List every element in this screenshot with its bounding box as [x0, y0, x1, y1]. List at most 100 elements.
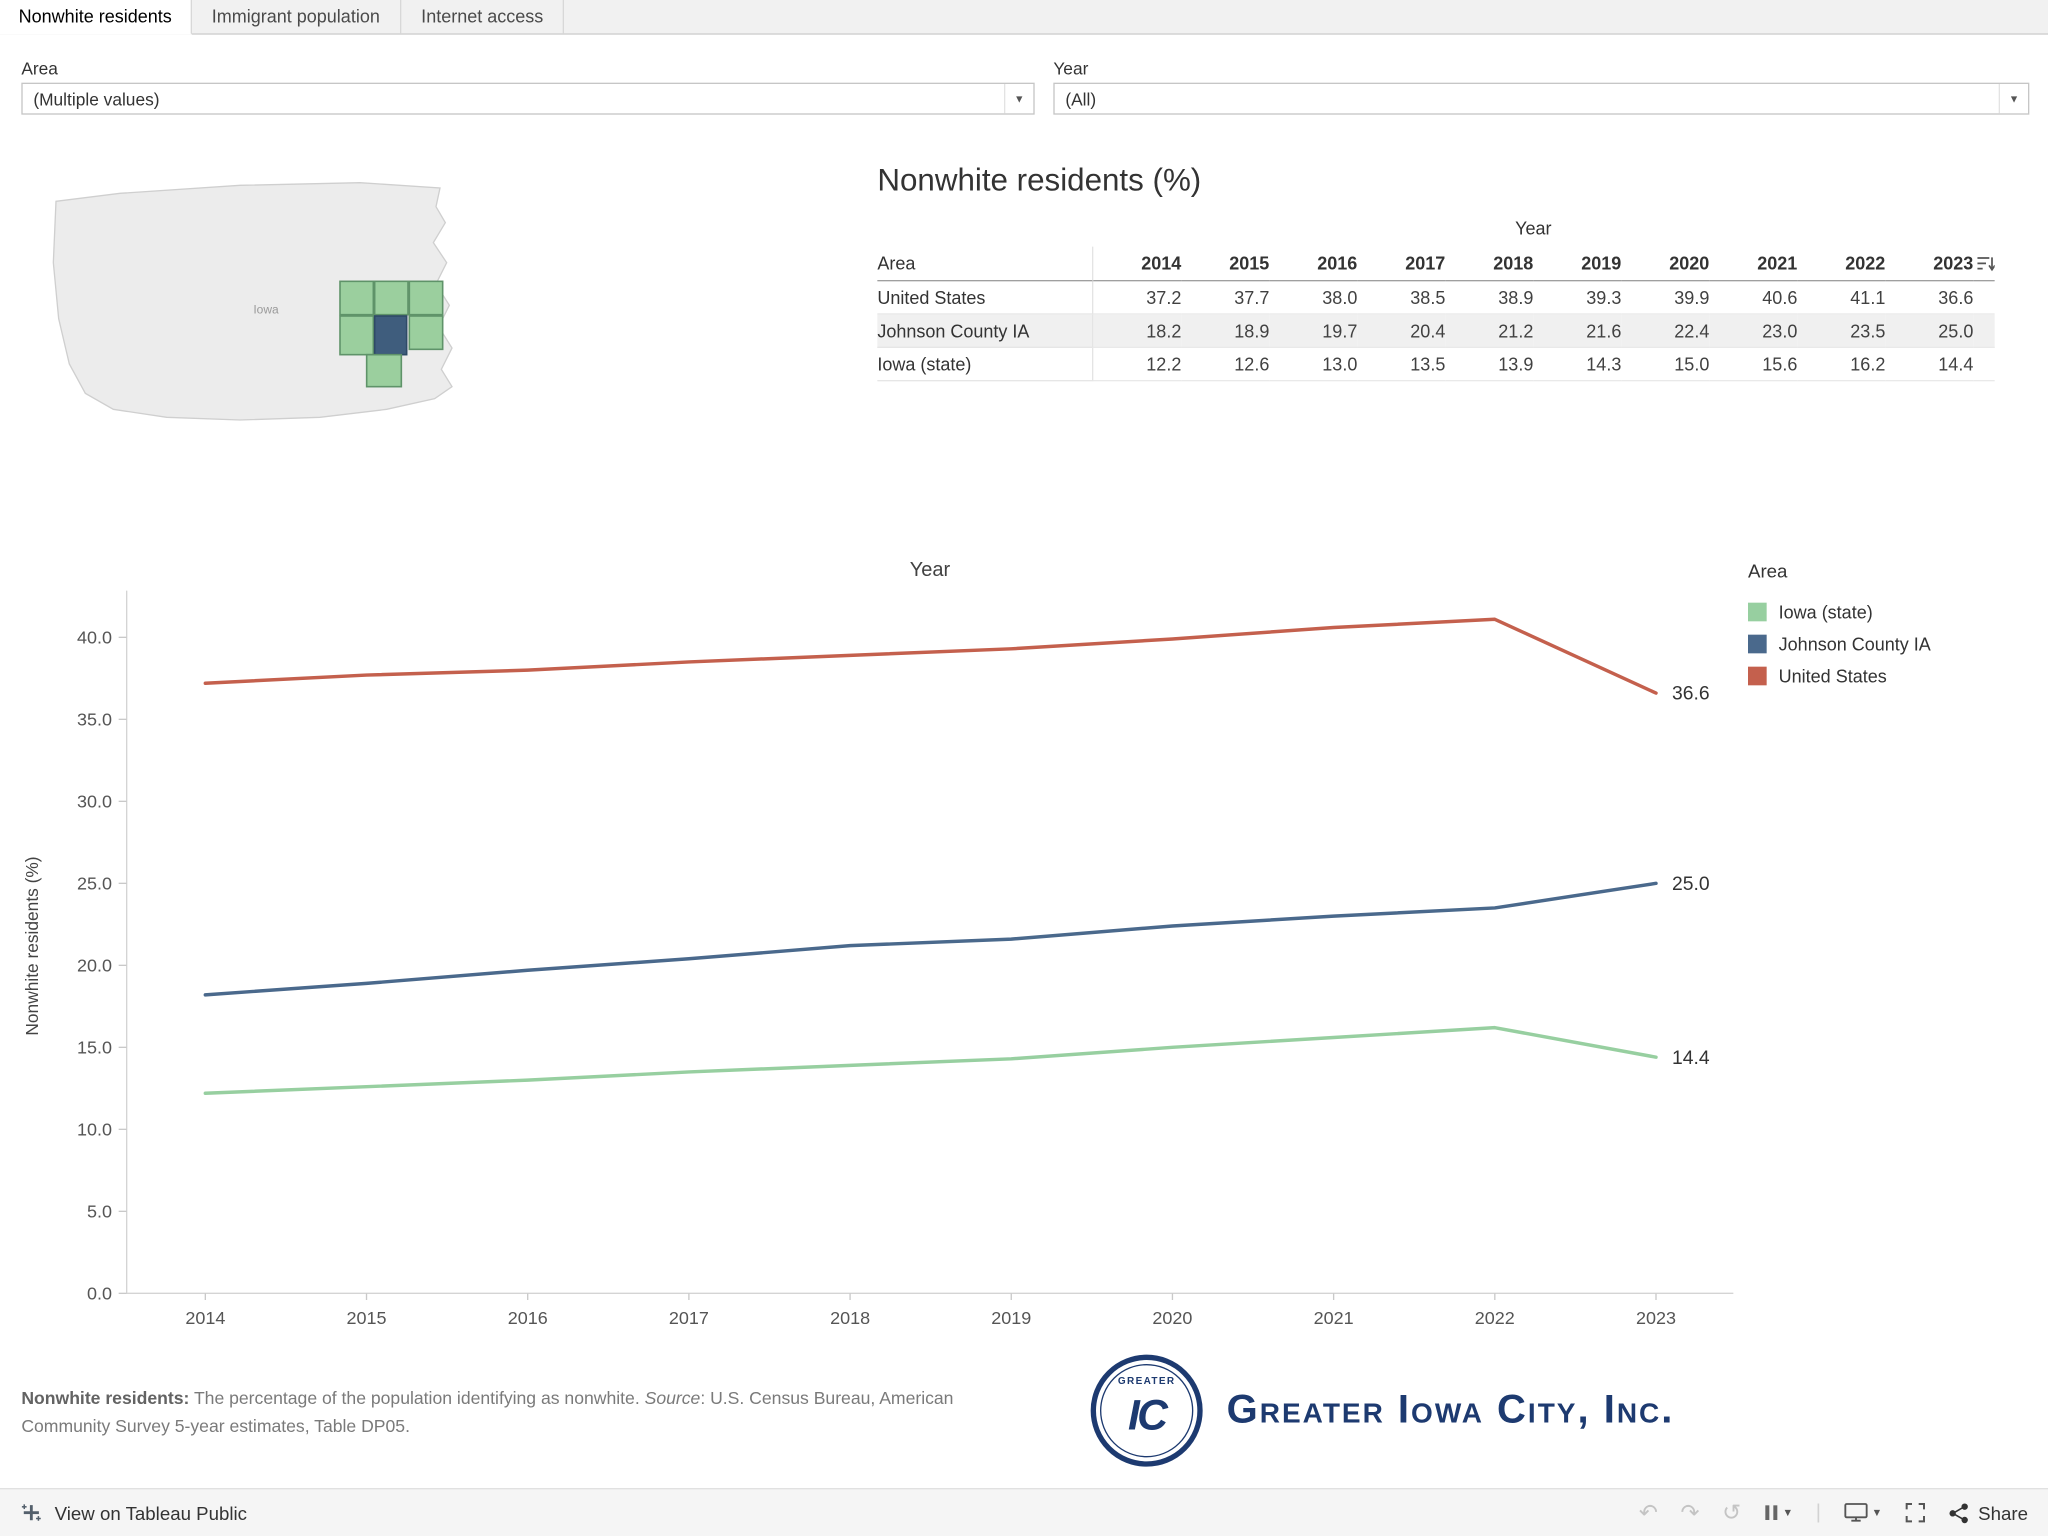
table-year-header-2019[interactable]: 2019 — [1533, 247, 1622, 282]
legend-item-iowa-state-[interactable]: Iowa (state) — [1747, 596, 2035, 628]
legend-label: Iowa (state) — [1778, 601, 1873, 622]
table-area-header: Area — [877, 246, 1094, 282]
table-year-header-2015[interactable]: 2015 — [1181, 247, 1270, 282]
table-value-cell[interactable]: 12.2 — [1093, 348, 1182, 382]
table-value-cell[interactable]: 18.2 — [1093, 314, 1182, 348]
table-value-cell[interactable]: 14.3 — [1533, 348, 1622, 382]
table-value-cell[interactable]: 38.5 — [1357, 281, 1446, 315]
county-mark-johnson-selected[interactable] — [373, 315, 408, 356]
iowa-state-map: Iowa — [52, 181, 453, 421]
table-value-cell[interactable]: 39.9 — [1621, 281, 1710, 315]
table-value-cell[interactable]: 22.4 — [1621, 314, 1710, 348]
table-value-cell[interactable]: 19.7 — [1269, 314, 1358, 348]
county-mark[interactable] — [408, 280, 444, 316]
county-mark[interactable] — [339, 315, 375, 356]
table-header-spacer — [1973, 213, 1994, 246]
table-value-cell[interactable]: 21.2 — [1445, 314, 1534, 348]
table-value-cell[interactable]: 40.6 — [1709, 281, 1798, 315]
table-value-cell[interactable]: 12.6 — [1181, 348, 1270, 382]
table-year-header-2016[interactable]: 2016 — [1269, 247, 1358, 282]
table-value-cell[interactable]: 18.9 — [1181, 314, 1270, 348]
sheet-tab-bar: Nonwhite residents Immigrant population … — [0, 0, 2048, 35]
legend-title: Area — [1747, 559, 1788, 582]
svg-text:30.0: 30.0 — [77, 791, 112, 811]
table-value-cell[interactable]: 13.9 — [1445, 348, 1534, 382]
legend-item-johnson-county-ia[interactable]: Johnson County IA — [1747, 628, 2035, 660]
table-value-cell[interactable]: 23.5 — [1797, 314, 1886, 348]
table-value-cell[interactable]: 37.7 — [1181, 281, 1270, 315]
footnote: Nonwhite residents: The percentage of th… — [21, 1384, 954, 1440]
table-value-cell[interactable]: 20.4 — [1357, 314, 1446, 348]
tableau-toolbar: View on Tableau Public ↶ ↷ ↺ ▼ | ▼ Share — [0, 1487, 2048, 1536]
legend-item-united-states[interactable]: United States — [1747, 660, 2035, 692]
table-value-cell[interactable]: 13.5 — [1357, 348, 1446, 382]
replay-button[interactable]: ↺ — [1722, 1501, 1741, 1524]
table-value-cell[interactable]: 41.1 — [1797, 281, 1886, 315]
redo-icon: ↷ — [1680, 1499, 1700, 1526]
table-value-cell[interactable]: 39.3 — [1533, 281, 1622, 315]
table-value-cell[interactable]: 23.0 — [1709, 314, 1798, 348]
table-row-header[interactable]: United States — [877, 281, 1094, 315]
color-legend: Area Iowa (state) Johnson County IA United… — [1747, 559, 2035, 692]
undo-button[interactable]: ↶ — [1639, 1501, 1658, 1524]
svg-text:40.0: 40.0 — [77, 627, 112, 647]
footnote-definition: The percentage of the population identif… — [189, 1387, 645, 1408]
share-button[interactable]: Share — [1948, 1502, 2028, 1523]
view-on-tableau-public-label: View on Tableau Public — [54, 1501, 248, 1524]
svg-text:20.0: 20.0 — [77, 955, 112, 975]
line-series-johnson-county-ia[interactable] — [203, 881, 1658, 997]
county-mark[interactable] — [365, 353, 403, 388]
svg-text:2015: 2015 — [347, 1308, 387, 1328]
table-year-header-2023[interactable]: 2023 — [1885, 247, 1974, 282]
svg-text:15.0: 15.0 — [77, 1037, 112, 1057]
table-year-header-2017[interactable]: 2017 — [1357, 247, 1446, 282]
year-filter-dropdown[interactable]: (All) ▼ — [1053, 82, 2030, 115]
county-mark[interactable] — [408, 315, 444, 351]
fullscreen-button[interactable] — [1905, 1502, 1925, 1523]
table-year-header-2018[interactable]: 2018 — [1445, 247, 1534, 282]
table-sort-icon[interactable] — [1973, 247, 1995, 282]
chevron-down-icon: ▼ — [1871, 1505, 1883, 1518]
view-on-tableau-public-link[interactable]: View on Tableau Public — [20, 1501, 247, 1524]
redo-button[interactable]: ↷ — [1681, 1501, 1700, 1524]
series-end-label: 36.6 — [1672, 684, 1710, 705]
table-value-cell[interactable]: 38.0 — [1269, 281, 1358, 315]
toolbar-divider: | — [1815, 1501, 1821, 1524]
tab-nonwhite-residents[interactable]: Nonwhite residents — [0, 0, 192, 35]
county-mark[interactable] — [373, 280, 409, 316]
line-series-united-states[interactable] — [203, 617, 1658, 695]
table-value-cell[interactable]: 15.0 — [1621, 348, 1710, 382]
pause-auto-updates-button[interactable]: ▼ — [1764, 1504, 1793, 1521]
logo-company-name: Greater Iowa City, Inc. — [1226, 1387, 1675, 1432]
table-value-cell[interactable]: 13.0 — [1269, 348, 1358, 382]
svg-text:35.0: 35.0 — [77, 709, 112, 729]
county-mark[interactable] — [339, 280, 375, 316]
table-year-header-2021[interactable]: 2021 — [1709, 247, 1798, 282]
table-value-cell[interactable]: 37.2 — [1093, 281, 1182, 315]
table-row-header[interactable]: Johnson County IA — [877, 314, 1094, 348]
table-year-dimension-label: Year — [1515, 217, 1552, 238]
chevron-down-icon: ▼ — [1782, 1505, 1794, 1518]
legend-swatch — [1747, 634, 1767, 654]
table-value-cell[interactable]: 36.6 — [1885, 281, 1974, 315]
table-value-cell[interactable]: 15.6 — [1709, 348, 1798, 382]
tab-immigrant-population[interactable]: Immigrant population — [192, 0, 402, 34]
table-value-cell[interactable]: 38.9 — [1445, 281, 1534, 315]
table-year-header-2022[interactable]: 2022 — [1797, 247, 1886, 282]
legend-label: United States — [1778, 665, 1887, 686]
dropdown-caret-icon[interactable]: ▼ — [1003, 83, 1033, 114]
area-filter-dropdown[interactable]: (Multiple values) ▼ — [21, 82, 1035, 115]
table-row-header[interactable]: Iowa (state) — [877, 347, 1094, 382]
tab-internet-access[interactable]: Internet access — [401, 0, 565, 34]
line-series-iowa-state-[interactable] — [203, 1025, 1658, 1095]
table-value-cell[interactable]: 14.4 — [1885, 348, 1974, 382]
svg-text:2018: 2018 — [830, 1308, 870, 1328]
table-year-header-2020[interactable]: 2020 — [1621, 247, 1710, 282]
dropdown-caret-icon[interactable]: ▼ — [1998, 83, 2028, 114]
table-value-cell[interactable]: 21.6 — [1533, 314, 1622, 348]
device-preview-button[interactable]: ▼ — [1844, 1503, 1883, 1523]
table-year-header-2014[interactable]: 2014 — [1093, 247, 1182, 282]
svg-text:2014: 2014 — [185, 1308, 225, 1328]
table-value-cell[interactable]: 25.0 — [1885, 314, 1974, 348]
table-value-cell[interactable]: 16.2 — [1797, 348, 1886, 382]
